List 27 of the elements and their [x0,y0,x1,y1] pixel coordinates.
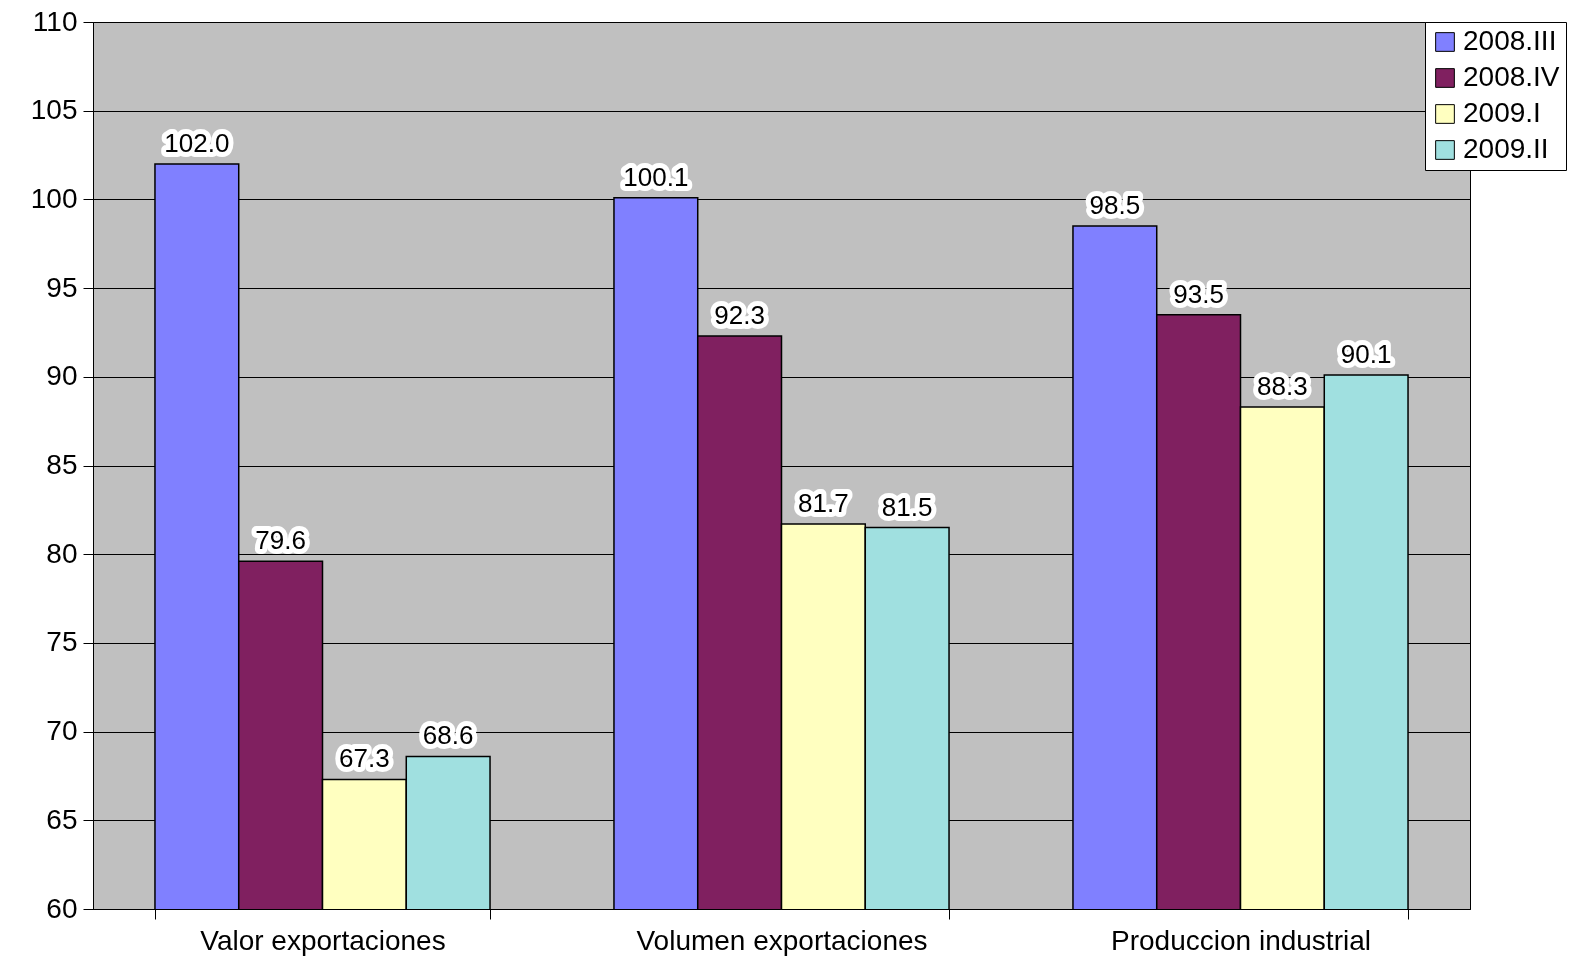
data-label: 79.6 [255,525,306,556]
x-tick-label: Volumen exportaciones [636,924,928,956]
data-label: 81.7 [798,488,849,519]
y-tick-label: 110 [32,5,78,37]
data-label: 90.1 [1340,339,1392,370]
y-tick-label: 60 [46,892,78,924]
legend-label: 2008.III [1463,25,1557,56]
data-label: 92.3 [714,300,765,330]
y-tick-label: 80 [46,537,78,569]
y-tick-label: 75 [46,626,78,658]
data-label: 100.1 [623,161,689,192]
legend-label: 2008.IV [1463,61,1560,92]
x-tick-label: Produccion industrial [1111,924,1371,956]
y-tick-label: 95 [46,271,78,303]
y-tick-label: 105 [30,94,78,126]
y-tick-label: 85 [46,449,78,480]
legend-label: 2009.II [1463,133,1549,164]
y-tick-label: 65 [46,803,78,835]
legend-label: 2009.I [1463,97,1541,128]
y-tick-label: 70 [46,715,78,747]
x-tick-label: Valor exportaciones [200,924,446,956]
y-tick-label: 90 [46,360,78,392]
data-label: 81.5 [881,491,933,522]
data-label: 88.3 [1257,370,1308,401]
data-label: 67.3 [339,743,390,774]
data-label: 102.0 [164,127,230,158]
y-tick-label: 100 [30,182,78,214]
